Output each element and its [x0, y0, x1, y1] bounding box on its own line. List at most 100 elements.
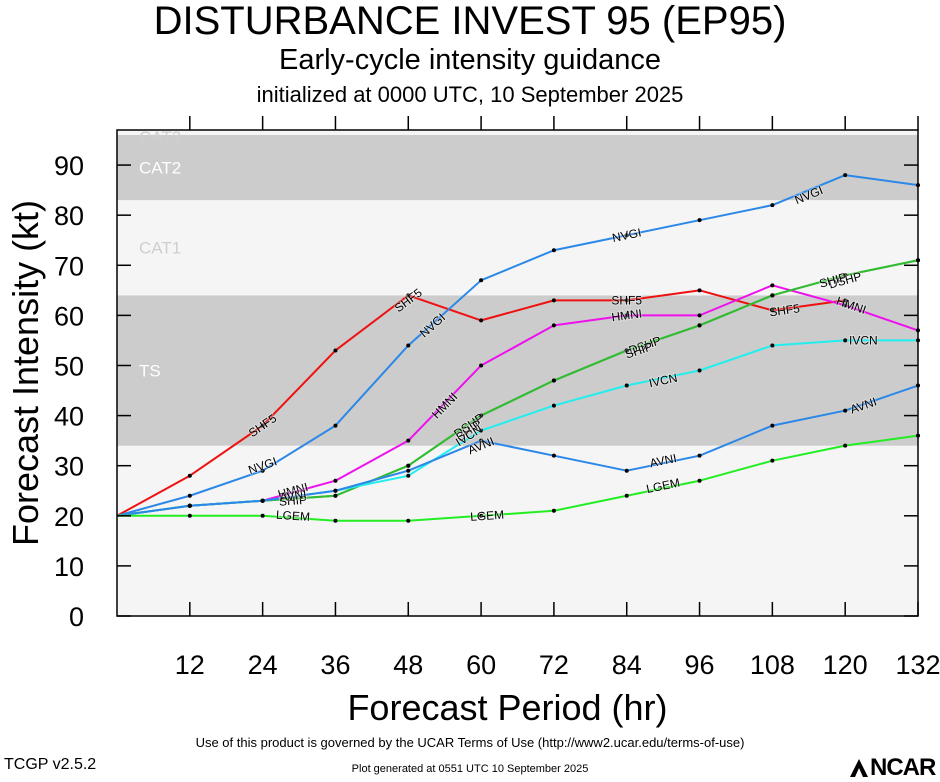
series-label-shf5-3: SHF5 — [768, 301, 801, 319]
series-point-hmni-7 — [624, 313, 629, 318]
series-point-hmni-5 — [479, 363, 484, 368]
series-point-lgem-1 — [187, 513, 192, 518]
series-label-lgem-0: LGEM — [276, 508, 311, 524]
series-point-ship-8 — [697, 323, 702, 328]
series-point-avni-2 — [260, 498, 265, 503]
series-point-hmni-4 — [406, 438, 411, 443]
series-point-lgem-10 — [843, 443, 848, 448]
series-point-avni-8 — [697, 453, 702, 458]
series-point-hmni-8 — [697, 313, 702, 318]
series-point-nvgi-9 — [770, 203, 775, 208]
series-point-ivcn-4 — [406, 473, 411, 478]
series-point-lgem-2 — [260, 513, 265, 518]
series-point-lgem-3 — [333, 518, 338, 523]
series-point-ivcn-7 — [624, 383, 629, 388]
ncar-logo: NCAR — [846, 754, 940, 781]
series-point-lgem-7 — [624, 493, 629, 498]
series-point-nvgi-10 — [843, 173, 848, 178]
chart-title: DISTURBANCE INVEST 95 (EP95) — [153, 0, 787, 43]
series-label-shf5-2: SHF5 — [611, 293, 642, 307]
y-tick-label-30: 30 — [54, 452, 84, 482]
y-tick-label-90: 90 — [54, 151, 84, 181]
series-point-ship-10 — [843, 273, 848, 278]
series-point-ship-4 — [406, 463, 411, 468]
x-tick-label-60: 60 — [466, 650, 496, 680]
series-point-shf5-6 — [551, 298, 556, 303]
band-cat3 — [117, 130, 918, 136]
x-tick-label-120: 120 — [823, 650, 868, 680]
y-tick-label-60: 60 — [54, 301, 84, 331]
series-point-shf5-7 — [624, 298, 629, 303]
series-point-nvgi-5 — [479, 278, 484, 283]
chart-subtitle: Early-cycle intensity guidance — [278, 44, 661, 76]
series-point-ship-3 — [333, 493, 338, 498]
band-ts — [117, 295, 918, 446]
series-point-avni-9 — [770, 423, 775, 428]
series-point-ivcn-5 — [479, 428, 484, 433]
x-tick-label-24: 24 — [248, 650, 278, 680]
series-label-lgem-1: LGEM — [470, 508, 505, 524]
x-tick-label-12: 12 — [175, 650, 205, 680]
x-tick-label-96: 96 — [685, 650, 715, 680]
series-point-hmni-6 — [551, 323, 556, 328]
series-point-avni-6 — [551, 453, 556, 458]
band-cat1 — [117, 200, 918, 296]
series-label-avni-0: AVNI — [279, 487, 308, 505]
series-line-avni-6 — [116, 384, 919, 517]
init-time-line: initialized at 0000 UTC, 10 September 20… — [256, 82, 684, 107]
band-cat2 — [117, 135, 918, 201]
x-tick-label-84: 84 — [612, 650, 642, 680]
series-label-hmni-2: HMNI — [611, 306, 643, 324]
series-point-nvgi-7 — [624, 233, 629, 238]
series-point-ivcn-8 — [697, 368, 702, 373]
y-tick-label-80: 80 — [54, 201, 84, 231]
series-point-ship-9 — [770, 293, 775, 298]
series-point-avni-10 — [843, 408, 848, 413]
terms-of-use-notice: Use of this product is governed by the U… — [195, 735, 745, 750]
series-point-nvgi-1 — [187, 493, 192, 498]
series-point-nvgi-2 — [260, 468, 265, 473]
series-point-hmni-9 — [770, 283, 775, 288]
y-tick-label-40: 40 — [54, 402, 84, 432]
series-point-hmni-10 — [843, 303, 848, 308]
series-point-hmni-3 — [333, 478, 338, 483]
series-point-shf5-9 — [770, 308, 775, 313]
x-tick-label-48: 48 — [393, 650, 423, 680]
series-point-ship-7 — [624, 348, 629, 353]
series-point-avni-5 — [479, 438, 484, 443]
series-point-avni-7 — [624, 468, 629, 473]
series-point-lgem-4 — [406, 518, 411, 523]
series-point-avni-3 — [333, 488, 338, 493]
x-tick-label-72: 72 — [539, 650, 569, 680]
series-point-nvgi-3 — [333, 423, 338, 428]
band-label-cat3: CAT3 — [139, 128, 181, 147]
x-tick-label-108: 108 — [750, 650, 795, 680]
series-point-nvgi-6 — [551, 248, 556, 253]
series-label-avni-2: AVNI — [648, 451, 677, 470]
series-line-lgem-7 — [117, 434, 919, 522]
series-label-ivcn-1: IVCN — [648, 371, 679, 391]
y-tick-label-0: 0 — [69, 602, 84, 632]
series-point-shf5-5 — [479, 318, 484, 323]
series-point-shf5-1 — [187, 473, 192, 478]
series-point-lgem-5 — [479, 513, 484, 518]
series-point-lgem-6 — [551, 508, 556, 513]
series-point-nvgi-8 — [697, 218, 702, 223]
series-point-shf5-10 — [843, 298, 848, 303]
series-point-shf5-3 — [333, 348, 338, 353]
series-point-ship-6 — [551, 378, 556, 383]
ncar-logo-icon — [850, 759, 868, 777]
series-line-nvgi-1 — [116, 174, 919, 517]
x-axis-label: Forecast Period (hr) — [347, 687, 667, 728]
series-point-avni-1 — [187, 503, 192, 508]
band-label-ts: TS — [139, 361, 161, 380]
series-label-ship-0: SHIP — [279, 493, 308, 509]
y-tick-label-50: 50 — [54, 351, 84, 381]
series-point-ship-5 — [479, 413, 484, 418]
band-label-cat1: CAT1 — [139, 239, 181, 258]
generated-time: Plot generated at 0551 UTC 10 September … — [351, 763, 589, 775]
x-tick-label-132: 132 — [895, 650, 940, 680]
x-tick-label-36: 36 — [320, 650, 350, 680]
series-label-ivcn-2: IVCN — [849, 333, 878, 347]
version-label: TCGP v2.5.2 — [4, 756, 97, 773]
